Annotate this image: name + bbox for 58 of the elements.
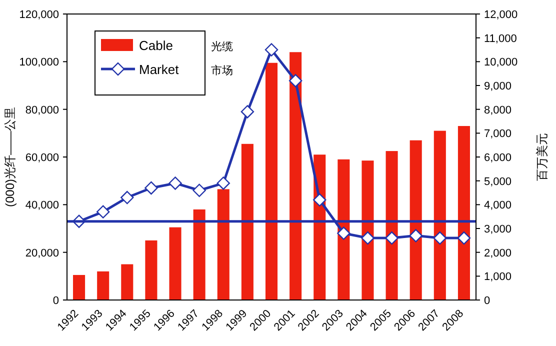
y-tick-label: 80,000 [25,104,59,116]
point [361,231,374,245]
y2-tick-label: 4,000 [484,200,512,212]
point [96,205,110,218]
bar [386,151,398,300]
legend-label: Market [139,62,180,77]
y2-tick-label: 6,000 [484,152,512,164]
y-tick-label: 40,000 [25,200,59,212]
bar [193,209,206,300]
annotation: 市场 [211,64,233,77]
point [337,226,350,240]
point [288,74,302,88]
bar [290,52,302,300]
y-tick-label: 20,000 [25,247,59,260]
annotation: 光缆 [211,40,233,53]
y-tick-label: 60,000 [25,152,59,164]
point [385,231,398,245]
y2-tick-label: 9,000 [484,80,512,92]
bar [97,271,110,300]
y2-tick-label: 7,000 [484,128,512,140]
bar [121,264,134,300]
bar [145,240,158,300]
point [192,184,206,197]
point [409,229,422,242]
point [120,190,134,204]
point [264,43,278,56]
bar [338,159,350,300]
y-tick-label: 0 [52,295,59,307]
y-tick-label: 100,000 [19,56,59,69]
y2-tick-label: 1,000 [484,271,512,284]
bar [265,62,278,300]
bar [169,227,182,300]
y2-tick-label: 11,000 [484,32,517,45]
point [168,176,182,190]
y2-tick-label: 10,000 [484,56,518,69]
point [457,231,471,245]
y-tick-label: 120,000 [19,9,59,21]
bar [458,126,470,300]
y2-tick-label: 8,000 [484,104,512,116]
y2-tick-label: 5,000 [484,176,512,188]
y2-tick-label: 0 [484,295,490,307]
point [433,231,447,245]
point [240,105,254,118]
bar [73,274,86,300]
legend-label: Cable [139,38,173,53]
y-axis-title: (000)光纤——公里 [3,106,17,208]
y2-axis-title: 百万美元 [535,133,549,181]
y2-tick-label: 12,000 [484,9,518,21]
y2-tick-label: 3,000 [484,224,512,236]
bar [410,140,422,300]
bar [241,144,254,300]
point [216,176,230,190]
bar [434,130,446,300]
y2-tick-label: 2,000 [484,247,512,260]
point [144,181,158,195]
bar [217,189,230,300]
bar [362,160,374,300]
point [313,193,326,206]
